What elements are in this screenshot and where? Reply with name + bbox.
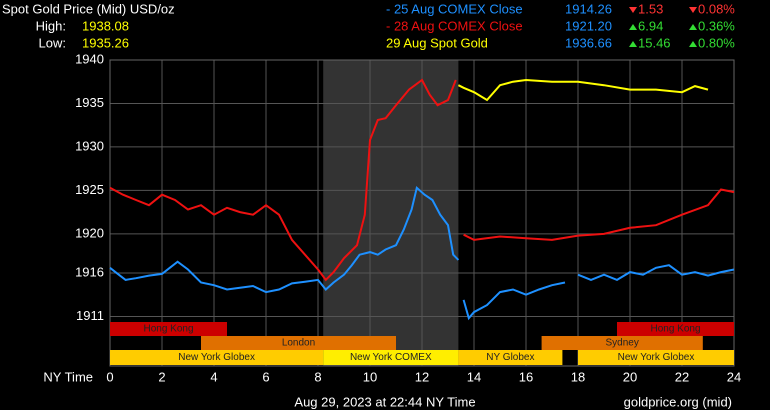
session-label: New York Globex [618,352,695,363]
change-arrow [629,41,637,47]
session-label: New York Globex [178,352,255,363]
legend-close: 1936.66 [565,35,612,50]
series-line [457,78,709,102]
x-axis-label: NY Time [43,369,93,384]
change-pct-arrow [689,41,697,47]
session-band [541,336,703,350]
low-value: 1935.26 [82,35,129,50]
session-label: New York COMEX [350,352,432,363]
session-label: Hong Kong [650,324,700,335]
session-band [323,350,459,365]
y-tick-label: 1930 [75,138,104,153]
x-tick-label: 16 [519,369,533,384]
session-label: Hong Kong [143,324,193,335]
series-line [109,78,735,282]
session-band [578,350,734,365]
footer: Aug 29, 2023 at 22:44 NY Time [294,394,475,409]
legend-change-pct: 0.80% [698,35,735,50]
legend-close: 1914.26 [565,1,612,16]
y-tick-label: 1911 [76,308,104,323]
x-tick-label: 14 [467,369,481,384]
legend-change-pct: 0.36% [698,18,735,33]
legend-name: 29 Aug Spot Gold [386,35,488,50]
y-tick-label: 1940 [75,51,104,66]
x-tick-label: 4 [210,369,217,384]
session-label: Sydney [606,338,639,349]
x-tick-label: 18 [571,369,585,384]
legend-change: 15.46 [638,35,671,50]
session-band [617,322,734,336]
legend-change: 1.53 [638,1,663,16]
session-band [201,336,396,350]
change-pct-arrow [689,24,697,30]
x-tick-label: 8 [314,369,321,384]
source: goldprice.org (mid) [624,394,732,409]
high-label: High: [36,18,66,33]
y-tick-label: 1916 [75,264,104,279]
session-band [458,350,563,365]
high-value: 1938.08 [82,18,129,33]
x-tick-label: 0 [106,369,113,384]
plot-border [109,59,735,367]
session-band [110,350,324,365]
series-line [109,185,735,321]
x-tick-label: 10 [363,369,377,384]
x-tick-label: 12 [415,369,429,384]
legend-close: 1921.20 [565,18,612,33]
legend-change-pct: 0.08% [698,1,735,16]
change-pct-arrow [689,7,697,13]
change-arrow [629,7,637,13]
low-label: Low: [39,35,66,50]
y-tick-label: 1935 [75,95,104,110]
legend-name: - 28 Aug COMEX Close [386,18,523,33]
x-tick-label: 24 [727,369,741,384]
change-arrow [629,24,637,30]
session-label: London [282,338,315,349]
y-tick-label: 1920 [75,225,104,240]
y-tick-label: 1925 [75,182,104,197]
x-tick-label: 22 [675,369,689,384]
legend-name: - 25 Aug COMEX Close [386,1,523,16]
x-tick-label: 6 [262,369,269,384]
chart-title: Spot Gold Price (Mid) USD/oz [2,1,175,16]
legend-change: 6.94 [638,18,663,33]
x-tick-label: 20 [623,369,637,384]
session-label: NY Globex [486,352,534,363]
session-band [110,322,227,336]
x-tick-label: 2 [158,369,165,384]
